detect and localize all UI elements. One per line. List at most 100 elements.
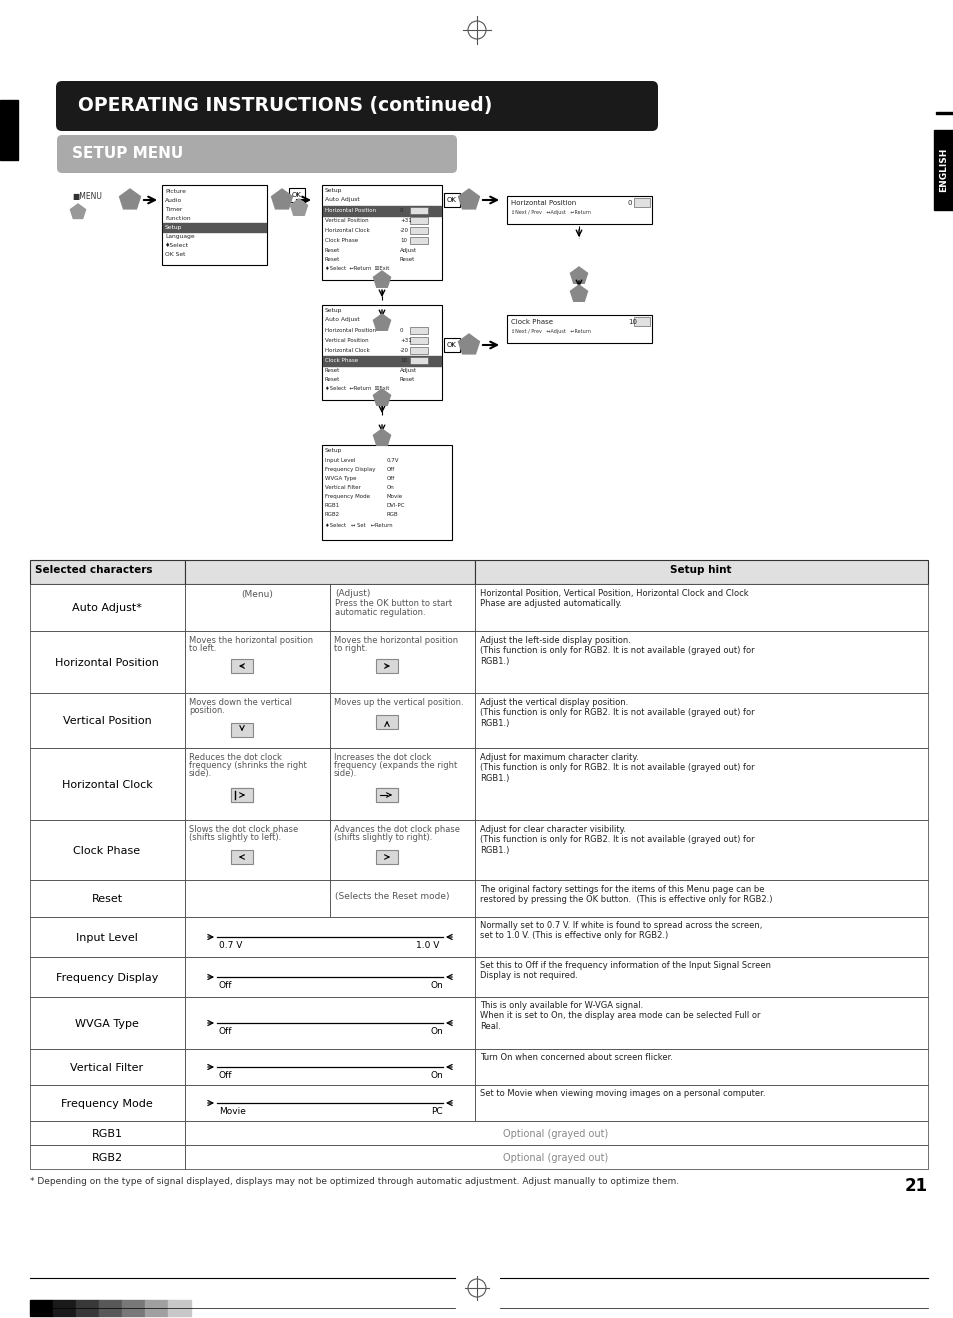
Text: The original factory settings for the items of this Menu page can be
restored by: The original factory settings for the it…	[479, 884, 772, 904]
Bar	[410, 227, 428, 235]
Text: Optional (grayed out): Optional (grayed out)	[503, 1130, 608, 1139]
Text: Set to Movie when viewing moving images on a personal computer.: Set to Movie when viewing moving images …	[479, 1089, 764, 1098]
Text: RGB1: RGB1	[325, 503, 340, 507]
Text: Setup: Setup	[325, 188, 342, 192]
Text: Clock Phase: Clock Phase	[73, 846, 140, 855]
Text: Horizontal Position: Horizontal Position	[511, 200, 576, 206]
Text: Reset: Reset	[325, 248, 340, 253]
Bar	[323, 356, 440, 366]
Bar	[322, 304, 441, 399]
Text: (Adjust): (Adjust)	[335, 589, 370, 598]
Text: Auto Adjust: Auto Adjust	[325, 196, 359, 202]
Text: Frequency Display: Frequency Display	[325, 467, 375, 472]
Text: Adjust: Adjust	[399, 368, 416, 373]
Text: ↕Next / Prev   ↔Adjust   ↩Return: ↕Next / Prev ↔Adjust ↩Return	[511, 330, 590, 333]
Bar	[330, 880, 475, 917]
Bar	[322, 445, 452, 540]
Text: frequency (shrinks the right: frequency (shrinks the right	[189, 760, 307, 770]
Bar	[375, 788, 397, 801]
Text: +31: +31	[399, 217, 412, 223]
Text: -20: -20	[399, 228, 409, 233]
Bar	[185, 1122, 927, 1145]
Bar	[231, 659, 253, 673]
Text: Reset: Reset	[325, 257, 340, 262]
Text: Clock Phase: Clock Phase	[325, 358, 357, 362]
Text: ♦Select  ↩Return  ☒Exit: ♦Select ↩Return ☒Exit	[325, 266, 389, 272]
Text: side).: side).	[334, 768, 356, 778]
Text: * Depending on the type of signal displayed, displays may not be optimized throu: * Depending on the type of signal displa…	[30, 1177, 679, 1186]
Bar	[30, 957, 185, 996]
FancyBboxPatch shape	[57, 134, 456, 173]
Bar	[76, 1300, 99, 1315]
Bar	[506, 196, 651, 224]
Bar	[185, 1145, 927, 1169]
Text: Input Level: Input Level	[76, 933, 138, 942]
Text: ENGLISH: ENGLISH	[939, 148, 947, 192]
Bar	[163, 223, 266, 232]
Text: Horizontal Clock: Horizontal Clock	[325, 228, 370, 233]
Bar	[162, 185, 267, 265]
Text: Setup hint: Setup hint	[670, 565, 731, 575]
Text: Off: Off	[219, 1072, 233, 1079]
Text: RGB1: RGB1	[91, 1130, 122, 1139]
Text: (Menu): (Menu)	[241, 590, 273, 598]
Text: Frequency Mode: Frequency Mode	[61, 1099, 152, 1108]
Text: On: On	[387, 485, 395, 490]
Bar	[30, 749, 185, 820]
Bar	[185, 957, 475, 996]
Text: 0.7V: 0.7V	[387, 457, 399, 463]
Text: Selected characters: Selected characters	[35, 565, 152, 575]
Text: Frequency Display: Frequency Display	[56, 973, 158, 983]
Text: Moves the horizontal position: Moves the horizontal position	[189, 637, 313, 645]
Text: ↕Next / Prev   ↔Adjust   ↩Return: ↕Next / Prev ↔Adjust ↩Return	[511, 210, 590, 215]
Text: 1.0 V: 1.0 V	[416, 941, 439, 950]
Bar	[185, 749, 330, 820]
Text: Horizontal Position: Horizontal Position	[55, 658, 159, 668]
Text: Vertical Filter: Vertical Filter	[71, 1064, 143, 1073]
Bar	[0, 100, 18, 159]
Text: Auto Adjust: Auto Adjust	[325, 318, 359, 322]
Bar	[410, 237, 428, 244]
Bar	[375, 659, 397, 673]
Bar	[410, 327, 428, 333]
Text: ♦Select   ↔ Set   ↩Return: ♦Select ↔ Set ↩Return	[325, 523, 393, 529]
Text: Advances the dot clock phase: Advances the dot clock phase	[334, 825, 459, 834]
Text: Increases the dot clock: Increases the dot clock	[334, 753, 431, 762]
Bar	[330, 749, 475, 820]
Text: Slows the dot clock phase: Slows the dot clock phase	[189, 825, 298, 834]
Bar	[185, 996, 475, 1049]
Text: Reset: Reset	[325, 377, 340, 382]
Bar	[634, 318, 649, 326]
Text: Reset: Reset	[399, 257, 415, 262]
Text: to left.: to left.	[189, 645, 216, 652]
Text: Horizontal Position, Vertical Position, Horizontal Clock and Clock
Phase are adj: Horizontal Position, Vertical Position, …	[479, 589, 748, 609]
Bar	[168, 1300, 191, 1315]
Text: Setup: Setup	[165, 225, 182, 231]
Text: OK Set: OK Set	[165, 252, 185, 257]
Text: Clock Phase: Clock Phase	[325, 239, 357, 243]
Text: (shifts slightly to left).: (shifts slightly to left).	[189, 833, 281, 842]
Text: Off: Off	[219, 1027, 233, 1036]
Bar	[322, 185, 441, 279]
Text: WVGA Type: WVGA Type	[75, 1019, 139, 1029]
Text: Optional (grayed out): Optional (grayed out)	[503, 1153, 608, 1162]
Bar	[231, 724, 253, 737]
Bar	[330, 693, 475, 749]
Text: Moves up the vertical position.: Moves up the vertical position.	[334, 699, 463, 706]
Text: Timer: Timer	[165, 207, 182, 212]
Bar	[99, 1300, 122, 1315]
Text: 10: 10	[399, 358, 407, 362]
Text: ■MENU: ■MENU	[71, 192, 102, 202]
Bar	[506, 315, 651, 343]
Bar	[231, 788, 253, 801]
Bar	[475, 1085, 927, 1122]
Bar	[185, 1085, 475, 1122]
Polygon shape	[373, 389, 390, 405]
Bar	[185, 560, 475, 584]
Bar	[30, 917, 185, 957]
Bar	[475, 917, 927, 957]
Text: Moves down the vertical: Moves down the vertical	[189, 699, 292, 706]
Bar	[30, 584, 185, 631]
Text: Reset: Reset	[91, 894, 122, 904]
Bar	[475, 631, 927, 693]
